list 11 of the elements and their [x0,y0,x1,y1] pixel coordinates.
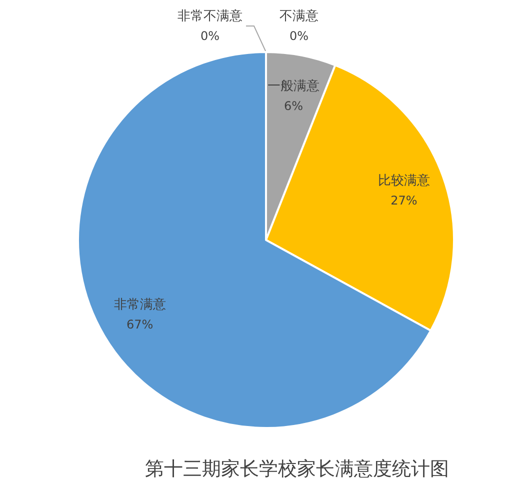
data-label: 27% [390,193,418,208]
category-label: 不满意 [280,9,318,24]
text: 0% [200,29,220,43]
category-label: 非常不满意 [178,9,242,24]
slice-label: 比较满意 [378,173,430,188]
slice-label: 非常满意 [114,298,166,313]
text: 第十三期家长学校家长满意度统计图 [145,458,449,480]
slice-label: 一般满意 [267,78,320,94]
text: 0% [289,29,309,43]
data-label: 67% [126,318,154,332]
data-label: 6% [284,98,303,113]
